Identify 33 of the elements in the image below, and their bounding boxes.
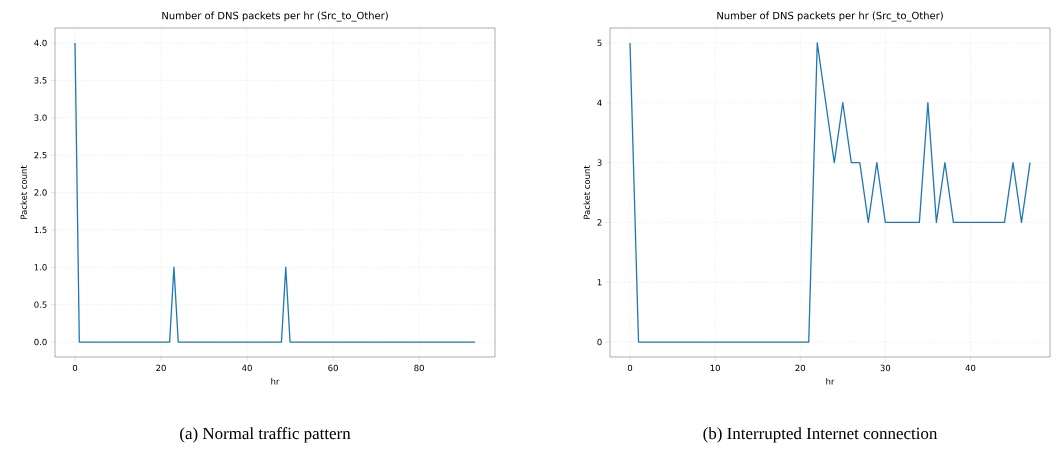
y-tick-label: 5 [597,39,602,47]
x-tick-label: 40 [965,364,976,372]
y-tick-label: 0.0 [34,338,47,346]
x-tick-label: 40 [242,364,252,372]
y-axis-title: Packet count [583,165,591,219]
x-tick-label: 20 [795,364,806,372]
x-axis-title: hr [271,378,280,385]
x-tick-label: 20 [156,364,166,372]
text: (b) Interrupted Internet connection [703,427,938,443]
x-tick-label: 30 [880,364,891,372]
y-tick-label: 0 [597,338,602,346]
chart-title: Number of DNS packets per hr (Src_to_Other) [162,11,388,22]
x-axis-title: hr [826,378,835,385]
y-tick-label: 2 [597,219,602,226]
y-tick-label: 2.5 [34,151,47,159]
y-axis-title: Packet count [20,165,27,219]
y-tick-label: 3.5 [34,77,47,84]
y-tick-label: 1.5 [34,226,47,234]
y-tick-label: 4 [597,99,602,106]
y-tick-label: 3.0 [34,114,47,121]
y-tick-label: 4.0 [34,39,47,47]
y-tick-label: 1.0 [34,264,47,271]
y-tick-label: 2.0 [34,189,47,196]
x-tick-label: 0 [627,364,633,372]
y-tick-label: 3 [597,159,602,166]
text: (a) Normal traffic pattern [180,427,351,443]
x-tick-label: 60 [328,364,338,372]
x-tick-label: 80 [414,364,424,372]
chart-title: Number of DNS packets per hr (Src_to_Other) [717,11,943,22]
x-tick-label: 10 [710,364,720,372]
x-tick-label: 0 [72,364,78,372]
y-tick-label: 1 [597,279,602,286]
y-tick-label: 0.5 [34,301,47,308]
